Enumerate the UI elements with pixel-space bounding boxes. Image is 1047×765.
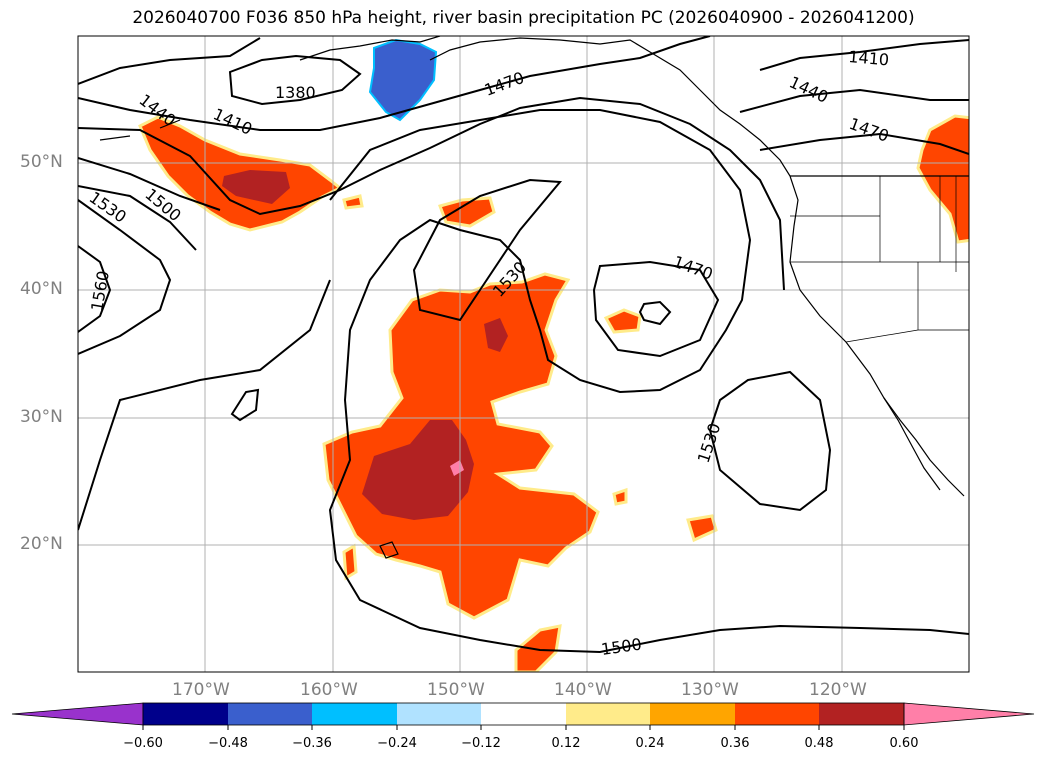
shade-patch-south-4 [342,543,358,581]
map-panel: 1380 1410 1440 1470 1500 1530 1560 1410 … [78,36,969,672]
colorbar [11,702,1035,730]
colorbar-segment [650,703,735,725]
lon-label: 140°W [554,680,612,700]
colorbar-segment [735,703,819,725]
colorbar-tick-label: −0.24 [377,736,417,751]
contour-label: 1380 [275,83,316,102]
map-frame [77,35,970,673]
contour-1440-west [78,96,785,291]
shade-patch-south-2 [686,514,718,543]
colorbar-tick-label: 0.60 [889,736,919,751]
colorbar-tick-label: −0.60 [123,736,163,751]
lon-label: 170°W [172,680,230,700]
contour-inner-low [638,300,672,326]
colorbar-tick-label: −0.48 [208,736,248,751]
lat-label: 50°N [20,152,63,172]
colorbar-segment [397,703,481,725]
contour-1500-big [328,109,969,654]
contour-1530-central [412,178,563,322]
contour-small-closed [230,388,260,422]
colorbar-segment [566,703,650,725]
island-aleutians [99,119,181,141]
colorbar-tick-label: 0.12 [551,736,581,751]
colorbar-segment [312,703,397,725]
shade-core-small [484,318,508,352]
contour-1530-east [708,370,832,512]
colorbar-frame [142,702,905,726]
height-contours [78,36,969,654]
lat-label: 30°N [20,407,63,427]
lon-label: 120°W [809,680,867,700]
colorbar-segment [481,703,566,725]
contour-1410-northeast [759,39,969,71]
contour-1470-ring [592,260,720,358]
contour-1470-west [78,157,221,211]
contour-1560-west [78,245,112,333]
colorbar-segment [143,703,228,725]
shade-negative-gulf [368,38,438,122]
contour-1410-west [78,36,711,131]
colorbar-tick-label: 0.48 [804,736,834,751]
coast-baja [883,397,941,491]
shade-core-northwest [222,170,290,204]
colorbar-segment [819,703,904,725]
coast-alaska [299,36,791,177]
contour-label: 1410 [848,47,890,69]
lon-label: 160°W [300,680,358,700]
contour-1380 [228,54,362,106]
contour-1440-northeast [739,88,969,113]
shade-patch-1 [438,196,496,228]
border-states [790,176,969,343]
coast-west-north-america [789,175,965,497]
colorbar-tick-label: −0.12 [461,736,501,751]
contour-1530-west [78,199,172,355]
contour-1470-northeast [759,132,969,155]
colorbar-tick-label: −0.36 [292,736,332,751]
shade-patch-3 [603,308,642,334]
shade-core-central [362,420,474,520]
coastlines [99,36,969,559]
contour-west-south [78,279,331,531]
colorbar-segment [228,703,312,725]
shade-patch-2 [342,194,364,210]
colorbar-extend-low [11,702,144,726]
colorbar-extend-high [903,702,1035,726]
contour-1500-west [78,185,197,251]
map-title: 2026040700 F036 850 hPa height, river ba… [132,8,915,28]
shade-patch-south-3 [612,487,628,506]
lon-label: 130°W [681,680,739,700]
colorbar-tick-label: 0.36 [720,736,750,751]
lat-label: 40°N [20,279,63,299]
lat-label: 20°N [20,534,63,554]
lon-label: 150°W [427,680,485,700]
graticule [78,36,969,672]
colorbar-tick-label: 0.24 [635,736,665,751]
island-hawaii [379,541,399,559]
